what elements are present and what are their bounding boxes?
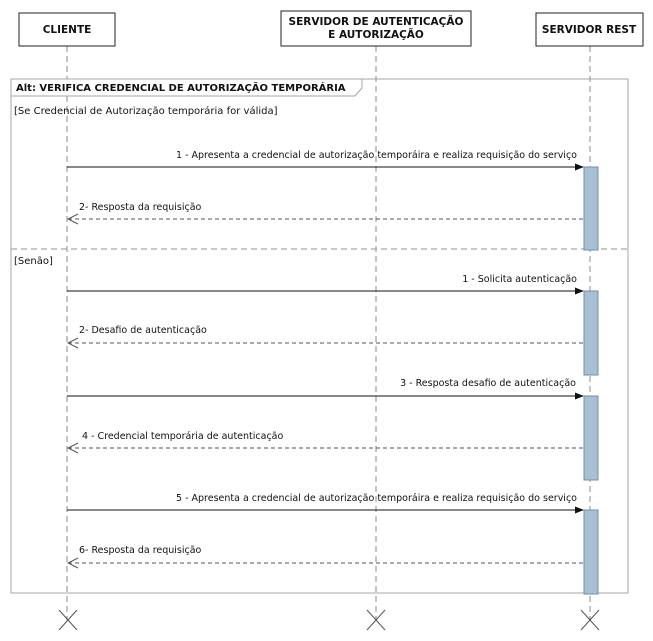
message-label: 5 - Apresenta a credencial de autorizaçã… [176, 493, 577, 504]
message-3-else: 3 - Resposta desafio de autenticação [67, 378, 584, 400]
participant-cliente-label: CLIENTE [43, 24, 92, 36]
alt-fragment-title: Alt: VERIFICA CREDENCIAL DE AUTORIZAÇÃO … [16, 81, 346, 94]
destroy-mark-rest [580, 609, 600, 631]
activation-bar [583, 290, 599, 376]
participant-cliente: CLIENTE [18, 12, 116, 47]
message-1-else: 1 - Solicita autenticação [67, 274, 584, 295]
message-1-valid: 1 - Apresenta a credencial de autorizaçã… [67, 150, 584, 171]
message-label: 2- Desafio de autenticação [79, 325, 207, 336]
participant-auth-label-line1: SERVIDOR DE AUTENTICAÇÃO [289, 15, 464, 28]
activation-bar [583, 166, 599, 251]
message-label: 2- Resposta da requisição [79, 202, 202, 213]
message-label: 1 - Apresenta a credencial de autorizaçã… [176, 150, 577, 161]
message-label: 3 - Resposta desafio de autenticação [400, 378, 576, 389]
message-6-else: 6- Resposta da requisição [68, 545, 584, 563]
destroy-mark-auth [366, 609, 386, 631]
message-label: 6- Resposta da requisição [79, 545, 202, 556]
message-5-else: 5 - Apresenta a credencial de autorizaçã… [67, 493, 584, 514]
participant-auth-label-line2: E AUTORIZAÇÃO [328, 28, 424, 41]
destroy-mark-cliente [58, 609, 78, 631]
alt-fragment-tab [10, 78, 363, 97]
message-label: 4 - Credencial temporária de autenticaçã… [82, 431, 283, 442]
guard-if-valid: [Se Credencial de Autorização temporária… [14, 105, 278, 117]
guard-else: [Senão] [14, 256, 53, 267]
message-2-else: 2- Desafio de autenticação [68, 325, 584, 343]
participant-rest: SERVIDOR REST [535, 12, 644, 47]
participant-auth: SERVIDOR DE AUTENTICAÇÃO E AUTORIZAÇÃO [280, 10, 472, 47]
participant-rest-label: SERVIDOR REST [542, 24, 637, 36]
message-4-else: 4 - Credencial temporária de autenticaçã… [68, 431, 584, 448]
activation-bar [583, 395, 599, 481]
message-label: 1 - Solicita autenticação [462, 274, 577, 285]
activation-bar [583, 509, 599, 595]
message-2-valid: 2- Resposta da requisição [68, 202, 584, 219]
